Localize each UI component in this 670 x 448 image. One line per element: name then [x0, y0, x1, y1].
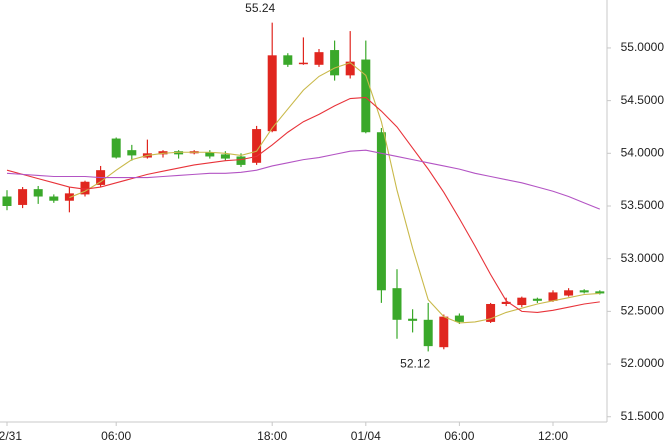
candle-body	[33, 189, 43, 197]
x-tick-label: 01/04	[351, 429, 381, 443]
candle-body	[220, 154, 230, 159]
candle-body	[517, 297, 527, 306]
candle-body	[486, 303, 496, 322]
candle-body	[111, 138, 121, 158]
candle-body	[548, 292, 558, 301]
y-tick-label: 53.5000	[621, 198, 665, 212]
y-tick-label: 55.0000	[621, 40, 665, 54]
candle-body	[501, 301, 511, 304]
y-tick-label: 52.5000	[621, 304, 665, 318]
candle-body	[579, 290, 589, 293]
candle-body	[564, 290, 574, 296]
ma-line	[6, 149, 601, 210]
candle-body	[314, 52, 324, 65]
y-tick-label: 53.0000	[621, 251, 665, 265]
candle-body	[361, 59, 371, 133]
y-tick-label: 51.5000	[621, 409, 665, 423]
candle-body	[392, 288, 402, 320]
x-tick-label: 12/31	[0, 429, 22, 443]
candle-body	[18, 189, 28, 205]
candle-body	[439, 316, 449, 348]
max-label: 55.24	[245, 1, 275, 15]
candle-body	[283, 55, 293, 65]
ma-line	[69, 62, 600, 324]
candle-body	[49, 196, 59, 201]
candle-body	[532, 298, 542, 301]
candle-body	[236, 156, 246, 165]
x-tick-label: 06:00	[101, 429, 131, 443]
candle-body	[80, 181, 90, 195]
candle-body	[423, 319, 433, 347]
x-tick-label: 12:00	[538, 429, 568, 443]
candle-body	[330, 50, 340, 76]
candle-body	[267, 55, 277, 132]
candle-body	[454, 315, 464, 322]
min-label: 52.12	[400, 357, 430, 371]
candle-body	[127, 150, 137, 156]
candle-body	[2, 196, 12, 206]
candle-body	[205, 152, 215, 157]
y-tick-label: 54.5000	[621, 93, 665, 107]
y-tick-label: 54.0000	[621, 145, 665, 159]
candle-body	[376, 132, 386, 291]
candle-body	[408, 318, 418, 321]
candle-body	[595, 291, 605, 294]
x-tick-label: 06:00	[444, 429, 474, 443]
x-tick-label: 18:00	[257, 429, 287, 443]
ma-line	[6, 96, 600, 313]
candle-body	[298, 62, 308, 65]
y-tick-label: 52.0000	[621, 356, 665, 370]
candle-body	[345, 61, 355, 76]
candle-body	[252, 129, 262, 163]
